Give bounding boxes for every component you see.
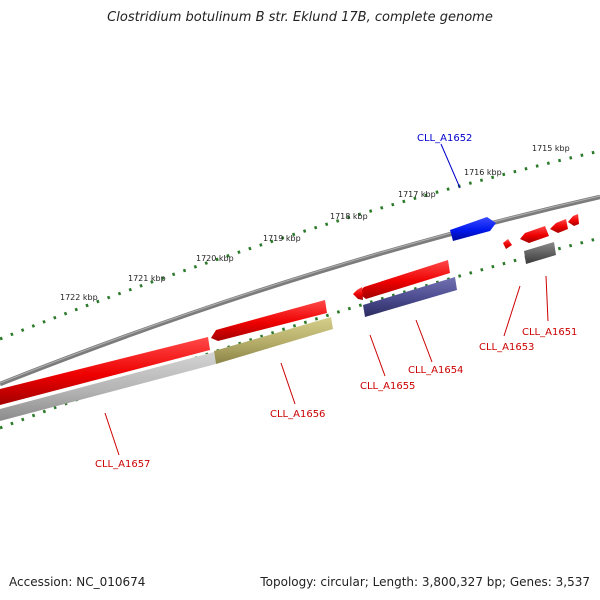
tick-label-1719: 1719 kbp — [263, 234, 301, 243]
accession-text: Accession: NC_010674 — [9, 575, 146, 589]
label-cll-a1656: CLL_A1656 — [270, 409, 325, 420]
tick-label-1720: 1720 kbp — [196, 254, 234, 263]
cds-cll-a1651[interactable] — [524, 242, 556, 264]
leader-cll-a1657 — [104, 412, 120, 456]
gene-cll-a1654[interactable] — [358, 260, 450, 299]
gene-cll-a1655[interactable] — [353, 287, 363, 300]
genome-backbone-highlight — [0, 195, 600, 384]
gene-small-red-b[interactable] — [568, 214, 579, 226]
cds-cll-a1654[interactable] — [363, 277, 457, 317]
inner-tick-ring — [0, 236, 600, 430]
label-cll-a1657: CLL_A1657 — [95, 459, 150, 470]
label-cll-a1651: CLL_A1651 — [522, 327, 577, 338]
tick-label-1715: 1715 kbp — [532, 144, 570, 153]
gene-small-red-a[interactable] — [503, 239, 512, 249]
leader-cll-a1653 — [503, 285, 521, 337]
topology-summary: Topology: circular; Length: 3,800,327 bp… — [260, 575, 590, 589]
leader-cll-a1652 — [440, 143, 461, 189]
tick-label-1718: 1718 kbp — [330, 212, 368, 221]
leader-cll-a1655 — [369, 334, 386, 377]
cds-cll-a1656[interactable] — [214, 317, 333, 364]
gene-cll-a1651[interactable] — [550, 219, 568, 233]
genome-backbone — [0, 194, 600, 387]
tick-label-1717: 1717 kbp — [398, 190, 436, 199]
label-cll-a1652: CLL_A1652 — [417, 133, 472, 144]
outer-tick-ring — [0, 149, 600, 341]
label-cll-a1655: CLL_A1655 — [360, 381, 415, 392]
map-title: Clostridium botulinum B str. Eklund 17B,… — [107, 10, 493, 25]
leader-cll-a1656 — [280, 362, 296, 405]
leader-cll-a1654 — [415, 319, 433, 363]
leader-cll-a1651 — [545, 275, 549, 322]
gene-cll-a1652[interactable] — [450, 217, 496, 241]
label-cll-a1654: CLL_A1654 — [408, 365, 463, 376]
gene-cll-a1656[interactable] — [211, 300, 327, 341]
tick-label-1716: 1716 kbp — [464, 168, 502, 177]
label-cll-a1653: CLL_A1653 — [479, 342, 534, 353]
cds-cll-a1657[interactable] — [0, 352, 216, 421]
tick-label-1722: 1722 kbp — [60, 293, 98, 302]
gene-cll-a1653[interactable] — [520, 226, 549, 243]
tick-label-1721: 1721 kbp — [128, 274, 166, 283]
gene-cll-a1657[interactable] — [0, 337, 210, 405]
